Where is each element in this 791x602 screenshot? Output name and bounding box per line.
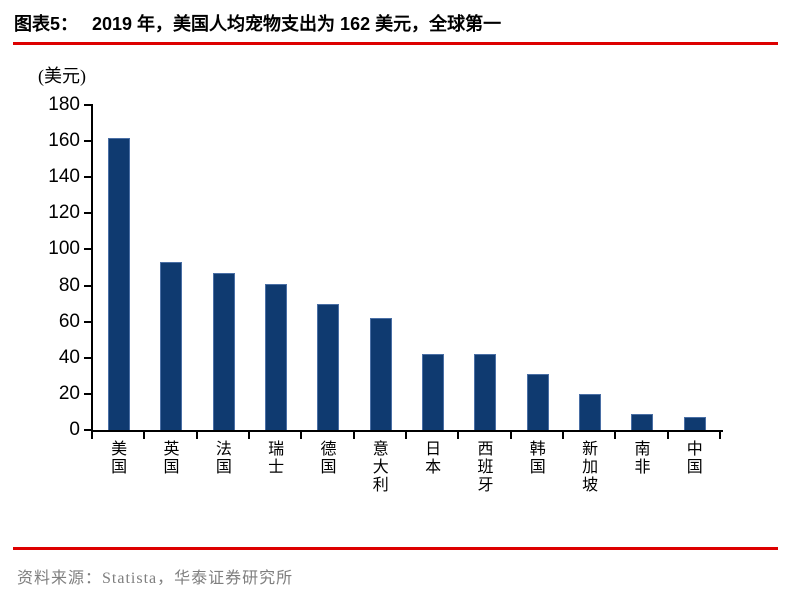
x-tick-mark xyxy=(614,432,617,439)
x-axis-category-labels: 美国英国法国 瑞士德国 意大利 日本 西班牙 韩国 新加坡 南非中国 xyxy=(93,441,721,495)
x-tick-mark xyxy=(719,432,721,439)
x-category-label: 瑞士 xyxy=(268,441,285,476)
y-axis-unit-label: (美元) xyxy=(38,66,86,86)
x-tick-mark xyxy=(300,432,303,439)
y-tick-label: 100 xyxy=(48,238,80,260)
x-category-label: 中国 xyxy=(686,441,703,476)
bar-南非 xyxy=(631,413,654,430)
x-label-slot: 法国 xyxy=(198,441,250,495)
y-tick-label: 140 xyxy=(48,166,80,188)
x-axis-line xyxy=(91,430,723,432)
bar-slot xyxy=(512,105,564,430)
y-tick-label: 20 xyxy=(58,382,80,404)
x-tick-mark xyxy=(91,432,93,439)
x-tick-mark xyxy=(405,432,407,439)
bar-日本 xyxy=(422,354,445,430)
bar-韩国 xyxy=(526,374,549,430)
bar-瑞士 xyxy=(265,283,288,430)
bar-slot xyxy=(302,105,354,430)
x-label-slot: 德国 xyxy=(302,441,354,495)
x-tick-mark xyxy=(352,432,355,439)
bar-新加坡 xyxy=(579,393,602,430)
source-line: 资料来源：Statista，华泰证券研究所 xyxy=(17,570,294,587)
bar-西班牙 xyxy=(474,354,497,430)
x-category-label: 法国 xyxy=(215,441,232,476)
x-tick-mark xyxy=(143,432,146,439)
x-tick-mark xyxy=(457,432,460,439)
bar-德国 xyxy=(317,303,340,430)
figure-title: 2019 年，美国人均宠物支出为 162 美元，全球第一 xyxy=(92,14,502,34)
bar-slot xyxy=(250,105,302,430)
y-tick-mark xyxy=(84,284,91,287)
x-category-label: 韩国 xyxy=(529,441,546,476)
x-tick-mark xyxy=(248,432,250,439)
y-tick-mark xyxy=(84,356,91,359)
figure-number-label: 图表5： xyxy=(14,14,79,34)
y-tick-mark xyxy=(84,320,91,323)
x-label-slot: 新加坡 xyxy=(564,441,616,495)
bar-slot xyxy=(407,105,459,430)
bar-slot xyxy=(93,105,145,430)
x-label-slot: 南非 xyxy=(616,441,668,495)
y-tick-label: 80 xyxy=(58,274,80,296)
y-axis-tick-labels: 0 20 40 60 80 100 120 140 160 180 xyxy=(0,94,80,440)
y-tick-mark xyxy=(84,212,91,215)
bar-slot xyxy=(616,105,668,430)
x-category-label: 南非 xyxy=(634,441,651,476)
y-tick-mark xyxy=(84,429,91,431)
x-category-label: 西班牙 xyxy=(477,441,494,494)
y-tick-label: 40 xyxy=(58,346,80,368)
x-label-slot: 美国 xyxy=(93,441,145,495)
figure-header: 图表5： 2019 年，美国人均宠物支出为 162 美元，全球第一 xyxy=(14,10,777,36)
y-tick-label: 60 xyxy=(58,310,80,332)
header-rule xyxy=(13,42,778,45)
x-category-label: 美国 xyxy=(111,441,128,476)
y-tick-label: 180 xyxy=(48,94,80,115)
bar-slot xyxy=(145,105,197,430)
bar-slot xyxy=(355,105,407,430)
y-tick-mark xyxy=(84,176,91,179)
x-tick-mark xyxy=(195,432,198,439)
bar-slot xyxy=(198,105,250,430)
y-tick-label: 0 xyxy=(69,419,80,440)
x-category-label: 意大利 xyxy=(372,441,389,494)
x-tick-mark xyxy=(509,432,512,439)
x-label-slot: 日本 xyxy=(407,441,459,495)
y-tick-label: 160 xyxy=(48,130,80,152)
y-tick-label: 120 xyxy=(48,202,80,224)
bar-美国 xyxy=(108,137,131,430)
bar-slot xyxy=(564,105,616,430)
x-category-label: 德国 xyxy=(320,441,337,476)
bar-中国 xyxy=(683,417,706,430)
x-tick-mark xyxy=(666,432,669,439)
bar-法国 xyxy=(212,272,235,430)
x-label-slot: 西班牙 xyxy=(459,441,511,495)
y-tick-mark xyxy=(84,104,91,106)
y-tick-mark xyxy=(84,392,91,395)
bar-意大利 xyxy=(369,318,392,430)
y-tick-mark xyxy=(84,140,91,143)
x-label-slot: 瑞士 xyxy=(250,441,302,495)
y-tick-mark xyxy=(84,248,91,251)
y-axis-line xyxy=(91,104,93,432)
x-label-slot: 英国 xyxy=(145,441,197,495)
x-category-label: 日本 xyxy=(425,441,442,476)
footer-rule xyxy=(13,547,778,550)
x-label-slot: 中国 xyxy=(669,441,721,495)
x-category-label: 新加坡 xyxy=(582,441,599,494)
bar-slot xyxy=(669,105,721,430)
x-category-label: 英国 xyxy=(163,441,180,476)
x-tick-mark xyxy=(562,432,564,439)
bar-slot xyxy=(459,105,511,430)
plot-area xyxy=(93,105,721,430)
x-label-slot: 意大利 xyxy=(355,441,407,495)
bar-英国 xyxy=(160,262,183,430)
x-label-slot: 韩国 xyxy=(512,441,564,495)
